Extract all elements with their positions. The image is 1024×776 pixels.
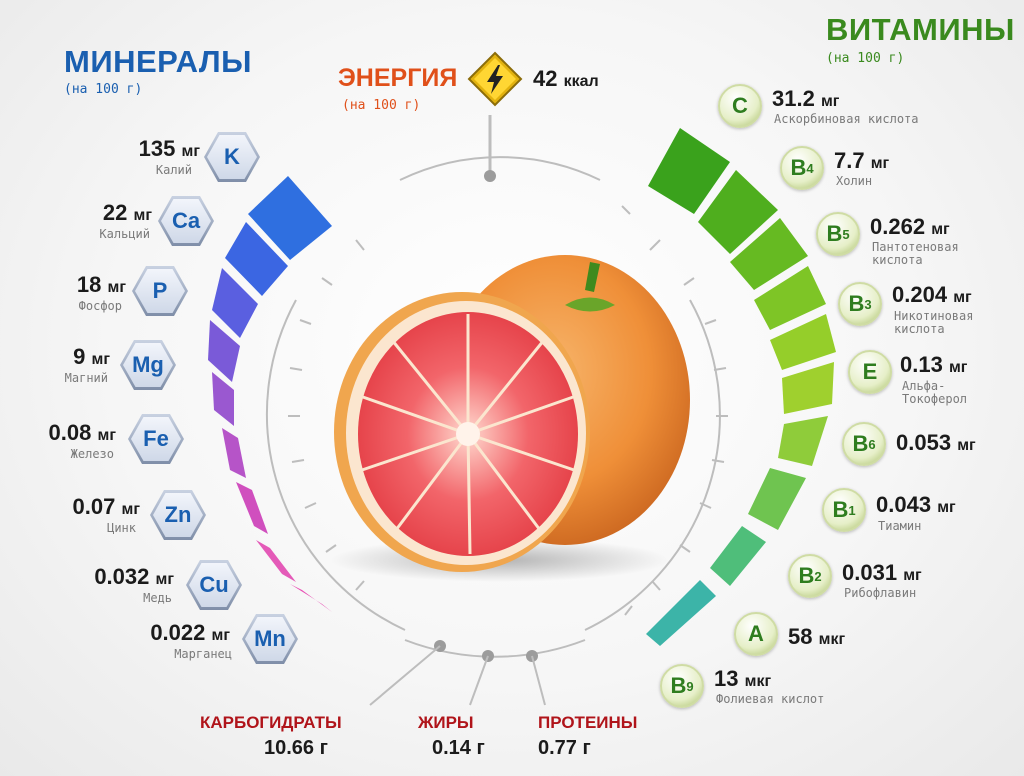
vitamin-name: Аскорбиновая кислота <box>774 112 919 126</box>
mineral-bar-cu <box>236 482 268 534</box>
vitamin-value: 0.053 мг <box>896 430 976 455</box>
mineral-value: 9 мг <box>73 344 110 369</box>
vitamin-bar-c <box>648 128 730 214</box>
vitamin-name: Рибофлавин <box>844 586 917 600</box>
mineral-name: Цинк <box>107 521 136 535</box>
macro-value: 0.14 г <box>432 737 485 759</box>
energy-title: ЭНЕРГИЯ <box>338 64 458 92</box>
mineral-value: 0.08 мг <box>48 420 116 445</box>
macro-value: 0.77 г <box>538 737 591 759</box>
iron-icon: Fe <box>128 414 184 464</box>
mineral-bar-mg <box>208 320 240 382</box>
mineral-value: 0.07 мг <box>72 494 140 519</box>
vitamin-value: 0.043 мг <box>876 492 956 517</box>
mineral-name: Калий <box>155 163 192 177</box>
vitamin-value: 0.204 мг <box>892 282 972 307</box>
vitamin-name: Альфа-Токоферол <box>902 379 968 406</box>
mineral-value: 0.032 мг <box>94 564 174 589</box>
mineral-name: Фосфор <box>78 299 122 313</box>
vitamin-value: 31.2 мг <box>772 86 840 111</box>
vitamin-name: Фолиевая кислот <box>716 692 825 706</box>
mineral-bar-ca <box>225 222 288 296</box>
mineral-name: Медь <box>143 591 172 605</box>
vitamin-bar-b9 <box>646 580 716 646</box>
vitamins-subtitle: (на 100 г) <box>826 51 905 66</box>
vitamin-e-icon: E <box>848 350 892 394</box>
macro-name: ПРОТЕИНЫ <box>538 713 638 732</box>
vitamin-bar-b1 <box>778 416 828 466</box>
vitamin-name: Тиамин <box>878 519 922 533</box>
mineral-name: Железо <box>70 447 114 461</box>
mineral-bar-p <box>212 268 258 338</box>
vitamin-name: Никотиновая кислота <box>894 309 974 336</box>
vitamin-bar-b3 <box>754 266 826 330</box>
mineral-name: Магний <box>64 371 108 385</box>
mineral-value: 18 мг <box>76 272 126 297</box>
vitamin-value: 0.031 мг <box>842 560 922 585</box>
vitamin-name: Холин <box>836 174 873 188</box>
energy-value: 42 ккал <box>533 66 599 91</box>
vitamin-bar-b5 <box>730 218 808 290</box>
mineral-name: Кальций <box>99 227 150 241</box>
vitamin-bar-b6 <box>782 362 834 414</box>
minerals-title: МИНЕРАЛЫ <box>64 44 252 79</box>
energy-subtitle: (на 100 г) <box>342 98 421 113</box>
vitamin-value: 13 мкг <box>714 666 772 691</box>
vitamin-bar-e <box>770 314 836 370</box>
mineral-value: 22 мг <box>102 200 152 225</box>
vitamin-name: Пантотеновая кислота <box>872 240 959 267</box>
mineral-name: Марганец <box>174 647 232 661</box>
mineral-bar-mn <box>256 540 296 582</box>
vitamin-bar-b2 <box>748 468 806 530</box>
minerals-subtitle: (на 100 г) <box>64 82 143 97</box>
vitamin-value: 7.7 мг <box>834 148 890 173</box>
mineral-value: 135 мг <box>138 136 200 161</box>
mineral-bar-k <box>248 176 332 260</box>
vitamin-a-icon: A <box>734 612 778 656</box>
mineral-bar-zn <box>222 428 246 478</box>
vitamin-value: 58 мкг <box>788 624 846 649</box>
vitamin-value: 0.13 мг <box>900 352 968 377</box>
macro-name: КАРБОГИДРАТЫ <box>200 713 342 732</box>
macro-value: 10.66 г <box>264 737 328 759</box>
mineral-bar-fe <box>212 372 234 426</box>
vitamin-bar-a <box>710 526 766 586</box>
vitamin-bar-b4 <box>698 170 778 254</box>
macro-name: ЖИРЫ <box>418 713 474 732</box>
lightning-icon <box>467 51 523 107</box>
vitamins-title: ВИТАМИНЫ <box>826 12 1015 47</box>
magnesium-icon: Mg <box>120 340 176 390</box>
mineral-value: 0.022 мг <box>150 620 230 645</box>
phosphorus-icon: P <box>132 266 188 316</box>
vitamin-c-icon: C <box>718 84 762 128</box>
vitamin-value: 0.262 мг <box>870 214 950 239</box>
